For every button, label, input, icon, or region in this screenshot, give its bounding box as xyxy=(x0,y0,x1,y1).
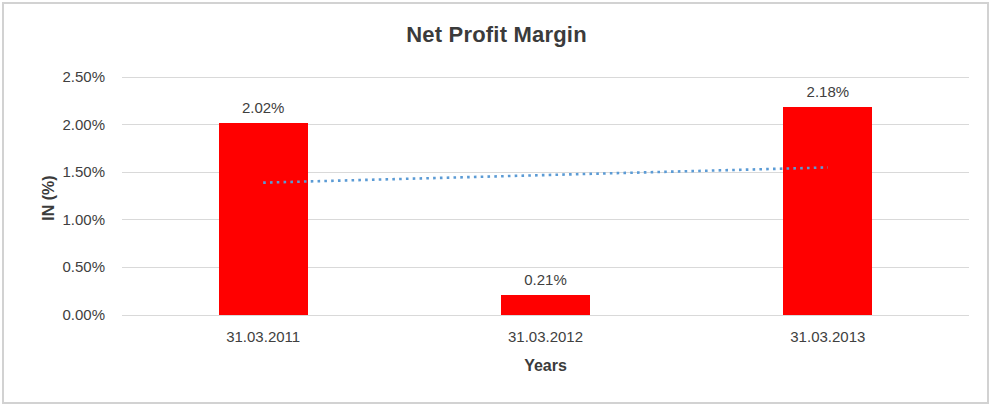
y-tick-label: 0.00% xyxy=(0,305,105,325)
trendline-layer xyxy=(122,77,969,315)
y-tick-label: 2.50% xyxy=(0,67,105,87)
y-tick-label: 0.50% xyxy=(0,257,105,277)
plot-area: 2.02%0.21%2.18% xyxy=(122,77,969,315)
y-tick-label: 1.00% xyxy=(0,210,105,230)
x-tick-label: 31.03.2011 xyxy=(173,327,353,347)
y-tick-label: 1.50% xyxy=(0,162,105,182)
y-tick-label: 2.00% xyxy=(0,115,105,135)
x-axis-title: Years xyxy=(466,357,626,375)
x-tick-label: 31.03.2012 xyxy=(456,327,636,347)
chart-canvas: Net Profit Margin IN (%) 2.02%0.21%2.18%… xyxy=(0,0,993,408)
trendline xyxy=(263,167,828,182)
x-tick-label: 31.03.2013 xyxy=(738,327,918,347)
chart-title: Net Profit Margin xyxy=(0,22,993,48)
